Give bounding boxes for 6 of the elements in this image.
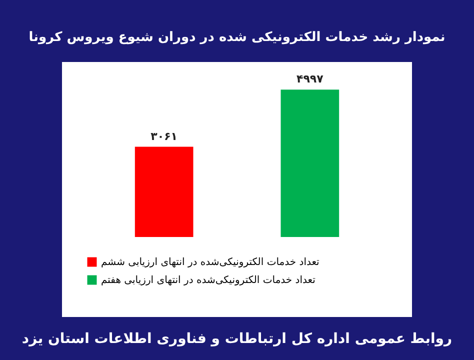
text: روابط عمومی اداره کل ارتباطات و فناوری اطلاعات استان یزد [22,331,452,347]
data-label: ۳۰۶۱ [150,130,178,143]
data-label: ۴۹۹۷ [296,72,324,86]
chart-title: نمودار رشد خدمات الکترونیکی شده در دوران شیوع ویروس کرونا [28,30,446,45]
legend-label: تعداد خدمات الکترونیکی‌شده در انتهای ارزیابی هفتم [101,275,316,286]
legend-label: تعداد خدمات الکترونیکی‌شده در انتهای ارزیابی ششم [101,257,320,268]
